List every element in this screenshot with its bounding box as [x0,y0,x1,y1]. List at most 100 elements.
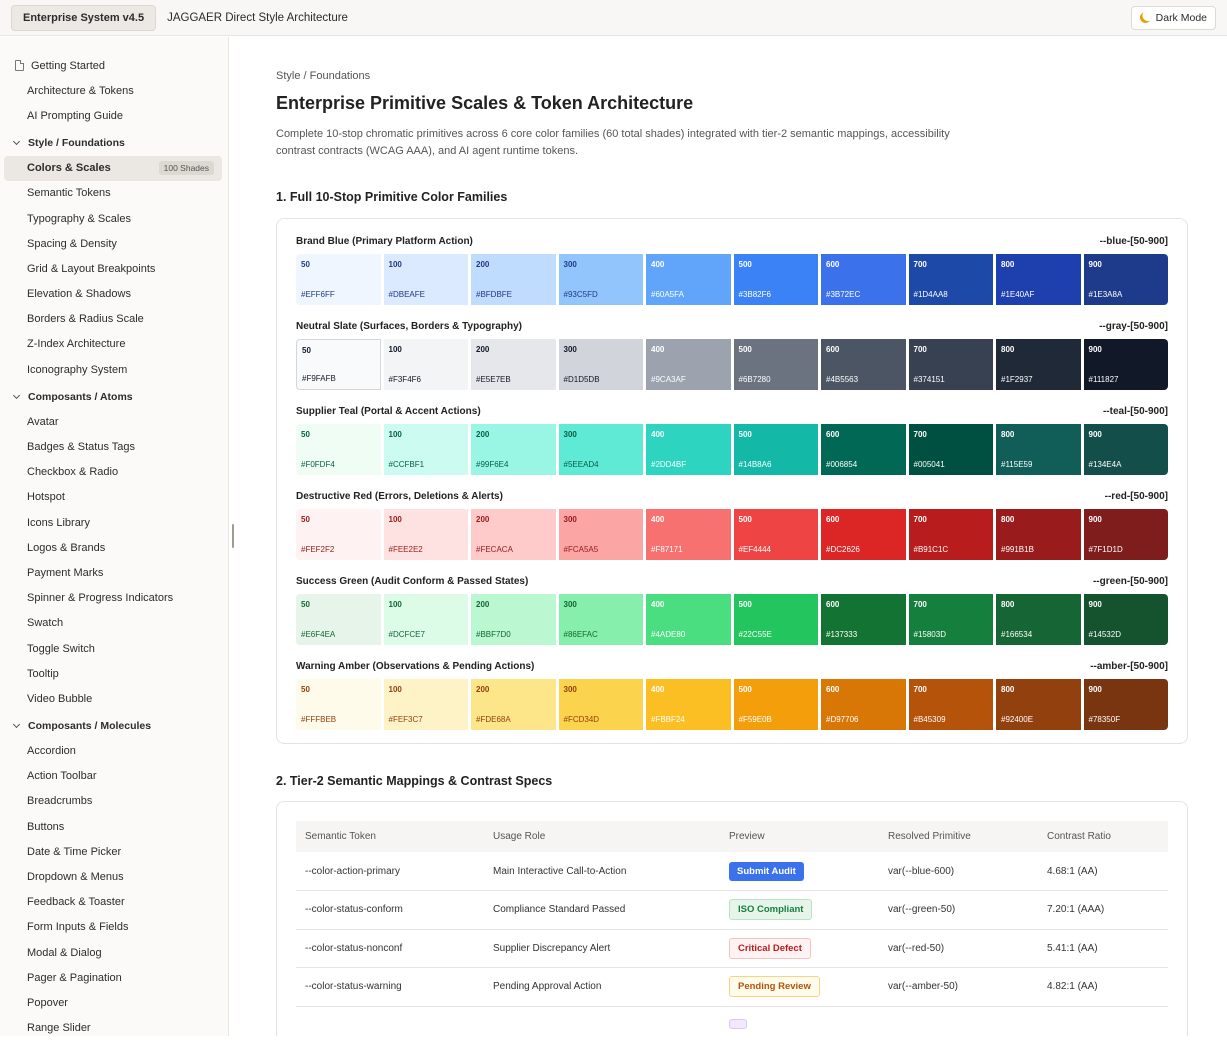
sidebar-item-pager-pagination[interactable]: Pager & Pagination [0,965,228,990]
sidebar-item-dropdown-menus[interactable]: Dropdown & Menus [0,864,228,889]
color-swatch[interactable]: 600 #3B72EC [821,254,906,305]
sidebar-item-spinner-progress-indicators[interactable]: Spinner & Progress Indicators [0,586,228,611]
breadcrumb[interactable]: Style / Foundations [276,70,371,82]
sidebar-item-tooltip[interactable]: Tooltip [0,661,228,686]
color-swatch[interactable]: 800 #1E40AF [996,254,1081,305]
sidebar-item-avatar[interactable]: Avatar [0,409,228,434]
sidebar-item-swatch[interactable]: Swatch [0,611,228,636]
color-swatch[interactable]: 700 #15803D [908,594,993,645]
sidebar-item-buttons[interactable]: Buttons [0,814,228,839]
color-swatch[interactable]: 100 #DBEAFE [383,254,468,305]
color-swatch[interactable]: 400 #2DD4BF [646,424,731,475]
sidebar-item-typography-scales[interactable]: Typography & Scales [0,206,228,231]
sidebar-item-iconography-system[interactable]: Iconography System [0,357,228,382]
color-swatch[interactable]: 700 #B91C1C [908,509,993,560]
color-swatch[interactable]: 100 #F3F4F6 [383,339,469,390]
sidebar-group-composants-molecules[interactable]: Composants / Molecules [0,714,228,739]
color-swatch[interactable]: 200 #E5E7EB [471,339,556,390]
sidebar-item-elevation-shadows[interactable]: Elevation & Shadows [0,282,228,307]
color-swatch[interactable]: 900 #134E4A [1083,424,1168,475]
color-swatch[interactable]: 800 #1F2937 [996,339,1081,390]
color-swatch[interactable]: 100 #CCFBF1 [383,424,468,475]
color-swatch[interactable]: 200 #99F6E4 [471,424,556,475]
sidebar-item-architecture-tokens[interactable]: Architecture & Tokens [0,78,228,103]
color-swatch[interactable]: 700 #1D4AA8 [908,254,993,305]
sidebar-item-colors-scales[interactable]: Colors & Scales 100 Shades [4,155,222,181]
sidebar-item-feedback-toaster[interactable]: Feedback & Toaster [0,890,228,915]
color-swatch[interactable]: 50 #E6F4EA [296,594,381,645]
preview-badge[interactable]: Submit Audit [729,861,804,881]
sidebar-item-modal-dialog[interactable]: Modal & Dialog [0,940,228,965]
sidebar-item-z-index-architecture[interactable]: Z-Index Architecture [0,332,228,357]
color-swatch[interactable]: 700 #B45309 [908,679,993,730]
sidebar-item-getting-started[interactable]: Getting Started [0,53,228,78]
color-swatch[interactable]: 300 #FCA5A5 [558,509,643,560]
sidebar-item-checkbox-radio[interactable]: Checkbox & Radio [0,460,228,485]
color-swatch[interactable]: 300 #D1D5DB [558,339,644,390]
color-swatch[interactable]: 500 #6B7280 [733,339,819,390]
color-swatch[interactable]: 200 #BFDBFE [471,254,556,305]
sidebar-item-action-toolbar[interactable]: Action Toolbar [0,764,228,789]
color-swatch[interactable]: 400 #FBBF24 [646,679,731,730]
color-swatch[interactable]: 200 #FECACA [471,509,556,560]
color-swatch[interactable]: 500 #22C55E [733,594,818,645]
sidebar-group-composants-atoms[interactable]: Composants / Atoms [0,384,228,409]
color-swatch[interactable]: 900 #78350F [1083,679,1168,730]
color-swatch[interactable]: 50 #EFF6FF [296,254,381,305]
sidebar-item-date-time-picker[interactable]: Date & Time Picker [0,839,228,864]
sidebar-item-logos-brands[interactable]: Logos & Brands [0,535,228,560]
color-swatch[interactable]: 400 #60A5FA [646,254,731,305]
sidebar-item-spacing-density[interactable]: Spacing & Density [0,231,228,256]
color-swatch[interactable]: 600 #006854 [821,424,906,475]
color-swatch[interactable]: 300 #FCD34D [558,679,643,730]
sidebar-item-icons-library[interactable]: Icons Library [0,510,228,535]
dark-mode-button[interactable]: Dark Mode [1130,5,1216,30]
color-swatch[interactable]: 50 #FEF2F2 [296,509,381,560]
color-swatch[interactable]: 800 #166534 [996,594,1081,645]
sidebar-item-breadcrumbs[interactable]: Breadcrumbs [0,789,228,814]
sidebar-item-accordion[interactable]: Accordion [0,739,228,764]
color-swatch[interactable]: 200 #BBF7D0 [471,594,556,645]
sidebar-resize-handle[interactable] [232,524,234,548]
color-swatch[interactable]: 50 #FFFBEB [296,679,381,730]
color-swatch[interactable]: 600 #137333 [821,594,906,645]
color-swatch[interactable]: 400 #4ADE80 [646,594,731,645]
color-swatch[interactable]: 600 #DC2626 [821,509,906,560]
color-swatch[interactable]: 200 #FDE68A [471,679,556,730]
color-swatch[interactable]: 800 #991B1B [996,509,1081,560]
sidebar-item-payment-marks[interactable]: Payment Marks [0,560,228,585]
color-swatch[interactable]: 100 #FEE2E2 [383,509,468,560]
color-swatch[interactable]: 500 #3B82F6 [733,254,818,305]
color-swatch[interactable]: 100 #DCFCE7 [383,594,468,645]
color-swatch[interactable]: 600 #D97706 [821,679,906,730]
sidebar-item-hotspot[interactable]: Hotspot [0,485,228,510]
color-swatch[interactable]: 300 #86EFAC [558,594,643,645]
color-swatch[interactable]: 900 #7F1D1D [1083,509,1168,560]
sidebar-item-borders-radius-scale[interactable]: Borders & Radius Scale [0,307,228,332]
sidebar-item-popover[interactable]: Popover [0,990,228,1015]
color-swatch[interactable]: 800 #115E59 [996,424,1081,475]
color-swatch[interactable]: 400 #F87171 [646,509,731,560]
sidebar-item-form-inputs-fields[interactable]: Form Inputs & Fields [0,915,228,940]
color-swatch[interactable]: 700 #374151 [908,339,994,390]
color-swatch[interactable]: 500 #F59E0B [733,679,818,730]
color-swatch[interactable]: 900 #111827 [1083,339,1169,390]
color-swatch[interactable]: 300 #5EEAD4 [558,424,643,475]
sidebar-item-range-slider[interactable]: Range Slider [0,1016,228,1041]
sidebar-item-grid-layout-breakpoints[interactable]: Grid & Layout Breakpoints [0,256,228,281]
color-swatch[interactable]: 400 #9CA3AF [646,339,731,390]
color-swatch[interactable]: 50 #F9FAFB [296,339,381,390]
sidebar-item-semantic-tokens[interactable]: Semantic Tokens [0,181,228,206]
color-swatch[interactable]: 900 #1E3A8A [1083,254,1168,305]
color-swatch[interactable]: 300 #93C5FD [558,254,643,305]
color-swatch[interactable]: 700 #005041 [908,424,993,475]
color-swatch[interactable]: 800 #92400E [996,679,1081,730]
color-swatch[interactable]: 500 #EF4444 [733,509,818,560]
color-swatch[interactable]: 100 #FEF3C7 [383,679,468,730]
sidebar-item-toggle-switch[interactable]: Toggle Switch [0,636,228,661]
color-swatch[interactable]: 900 #14532D [1083,594,1168,645]
sidebar-item-badges-status-tags[interactable]: Badges & Status Tags [0,434,228,459]
color-swatch[interactable]: 50 #F0FDF4 [296,424,381,475]
color-swatch[interactable]: 600 #4B5563 [821,339,906,390]
sidebar-item-video-bubble[interactable]: Video Bubble [0,686,228,711]
